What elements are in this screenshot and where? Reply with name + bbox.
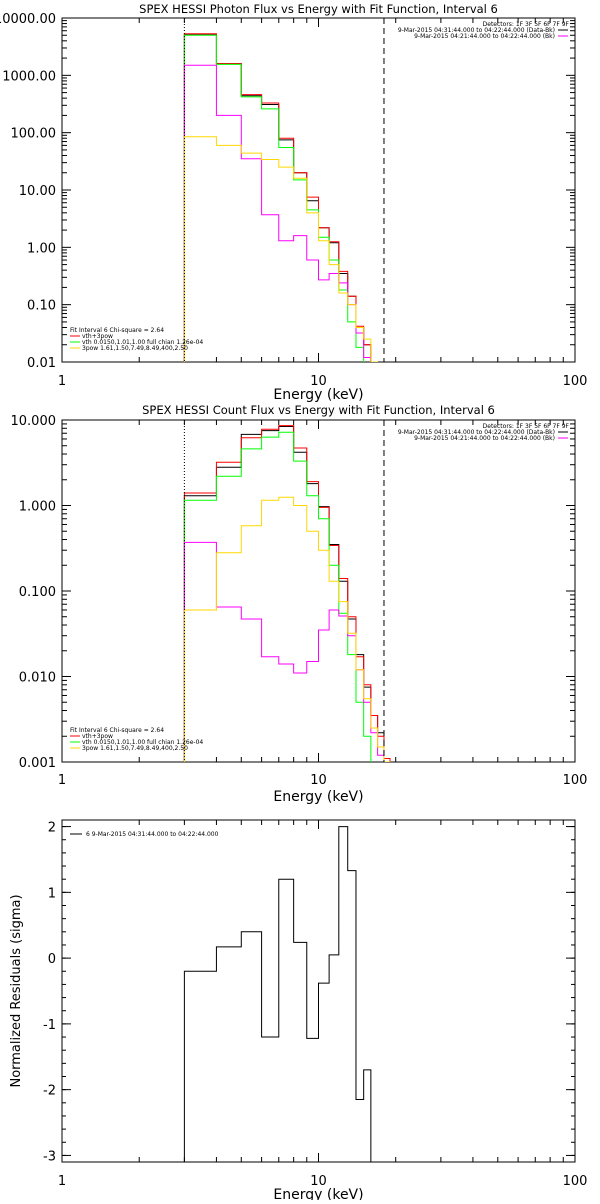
y-tick-label: 0.01 bbox=[27, 356, 56, 371]
series-line-4 bbox=[183, 541, 385, 762]
y-tick-label: 0.010 bbox=[19, 671, 56, 686]
series-line-1 bbox=[183, 826, 385, 1162]
legend-entry: 3pow 1.61,1.50,7.49,8.49,400,2.50 bbox=[82, 345, 188, 352]
y-tick-label: 0.100 bbox=[19, 585, 56, 600]
y-tick-label: 10.000 bbox=[11, 414, 57, 429]
note-line: Detectors: 1F 3F 5F 6F 7F 9F bbox=[483, 21, 570, 28]
legend: 6 9-Mar-2015 04:31:44.000 to 04:22:44.00… bbox=[70, 831, 219, 838]
x-tick-label: 100 bbox=[563, 773, 588, 788]
notes: Detectors: 1F 3F 5F 6F 7F 9F9-Mar-2015 0… bbox=[398, 423, 570, 442]
x-axis-label: Energy (keV) bbox=[273, 387, 363, 403]
y-tick-label: 1 bbox=[48, 886, 56, 901]
legend-entry: vth 0.0150,1.01,1.00 full chian 1.26e-04 bbox=[82, 339, 203, 346]
y-tick-label: 0.001 bbox=[19, 756, 56, 771]
x-tick-label: 1 bbox=[58, 1174, 66, 1189]
x-tick-label: 10 bbox=[310, 374, 327, 389]
note-line: Detectors: 1F 3F 5F 6F 7F 9F bbox=[483, 423, 570, 430]
series-line-5 bbox=[183, 496, 391, 762]
notes: Detectors: 1F 3F 5F 6F 7F 9F9-Mar-2015 0… bbox=[398, 21, 570, 40]
series-line-1 bbox=[183, 425, 391, 762]
series-line-2 bbox=[183, 33, 372, 362]
series-group bbox=[183, 425, 391, 762]
note-line: 9-Mar-2015 04:31:44.000 to 04:22:44.000 … bbox=[398, 429, 555, 436]
series-line-2 bbox=[183, 425, 391, 762]
y-tick-label: 100.00 bbox=[11, 127, 57, 142]
chart-title: SPEX HESSI Count Flux vs Energy with Fit… bbox=[142, 403, 495, 417]
chart-panel-2: SPEX HESSI Count Flux vs Energy with Fit… bbox=[11, 403, 588, 805]
y-tick-label: 10000.00 bbox=[0, 12, 56, 27]
chart-panel-1: SPEX HESSI Photon Flux vs Energy with Fi… bbox=[0, 2, 587, 403]
legend-entry: vth+3pow bbox=[82, 333, 113, 340]
x-tick-label: 10 bbox=[310, 773, 327, 788]
series-group bbox=[183, 826, 385, 1162]
x-tick-label: 1 bbox=[58, 374, 66, 389]
series-line-3 bbox=[183, 431, 372, 762]
series-line-4 bbox=[183, 64, 372, 362]
y-tick-label: 2 bbox=[48, 821, 56, 836]
legend: Fit Interval 6 Chi-square = 2.64vth+3pow… bbox=[70, 727, 203, 752]
y-tick-label: -2 bbox=[43, 1084, 56, 1099]
x-axis-label: Energy (keV) bbox=[273, 1187, 363, 1200]
legend-entry: 3pow 1.61,1.50,7.49,8.49,400,2.50 bbox=[82, 745, 188, 752]
y-tick-label: 1.000 bbox=[19, 500, 56, 515]
y-tick-label: 0 bbox=[48, 952, 56, 967]
plot-frame bbox=[61, 17, 576, 363]
y-tick-label: 1.00 bbox=[27, 241, 56, 256]
x-tick-label: 100 bbox=[563, 374, 588, 389]
plot-frame bbox=[61, 419, 576, 763]
series-group bbox=[183, 33, 379, 362]
legend: Fit Interval 6 Chi-square = 2.64vth+3pow… bbox=[70, 327, 203, 352]
note-line: 9-Mar-2015 04:21:44.000 to 04:22:44.000 … bbox=[414, 33, 555, 40]
y-tick-label: -1 bbox=[43, 1018, 56, 1033]
chart-panel-3: 1 10 100 -3 -2 -1 0 1 2 Energy (keV) Normalized Re… bbox=[9, 819, 588, 1203]
series-line-1 bbox=[183, 33, 372, 362]
note-line: 9-Mar-2015 04:31:44.000 to 04:22:44.000 … bbox=[398, 27, 555, 34]
y-tick-label: 10.00 bbox=[19, 184, 56, 199]
legend-header: Fit Interval 6 Chi-square = 2.64 bbox=[70, 327, 164, 334]
legend-entry: vth+3pow bbox=[82, 733, 113, 740]
x-tick-label: 10 bbox=[310, 1174, 327, 1189]
y-tick-label: -3 bbox=[43, 1149, 56, 1164]
series-line-3 bbox=[183, 34, 365, 362]
legend-entry: vth 0.0150,1.01,1.00 full chian 1.26e-04 bbox=[82, 739, 203, 746]
x-tick-label: 100 bbox=[563, 1174, 588, 1189]
legend-entry: 6 9-Mar-2015 04:31:44.000 to 04:22:44.00… bbox=[86, 831, 219, 838]
x-axis-label: Energy (keV) bbox=[273, 789, 363, 805]
note-line: 9-Mar-2015 04:21:44.000 to 04:22:44.000 … bbox=[414, 435, 555, 442]
chart-title: SPEX HESSI Photon Flux vs Energy with Fi… bbox=[139, 2, 498, 16]
y-axis-label: Normalized Residuals (sigma) bbox=[9, 894, 24, 1087]
series-line-5 bbox=[183, 136, 379, 362]
y-tick-label: 1000.00 bbox=[2, 69, 56, 84]
legend-header: Fit Interval 6 Chi-square = 2.64 bbox=[70, 727, 164, 734]
y-tick-label: 0.10 bbox=[27, 299, 56, 314]
x-tick-label: 1 bbox=[58, 773, 66, 788]
